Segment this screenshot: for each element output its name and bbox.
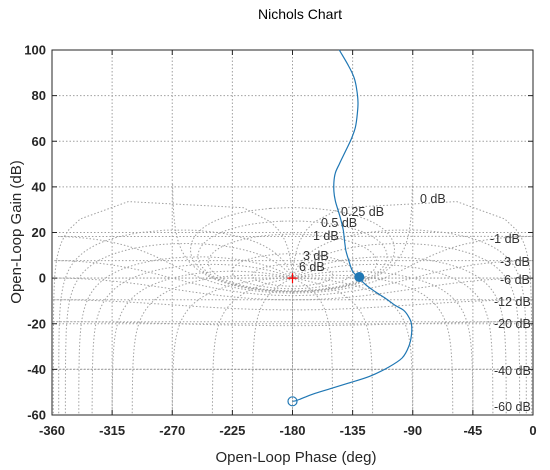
- axes: [51, 49, 534, 416]
- y-tick-label: 0: [39, 271, 46, 286]
- grid-magnitude-label: -1 dB: [490, 232, 520, 246]
- x-tick-label: -90: [403, 423, 422, 438]
- x-tick-label: -360: [39, 423, 65, 438]
- x-tick-label: 0: [529, 423, 536, 438]
- grid-curve-magnitude: [52, 299, 533, 311]
- grid-magnitude-label: -60 dB: [494, 400, 531, 414]
- grid-magnitude-label: 1 dB: [313, 229, 339, 243]
- grid-curve-phase: [292, 270, 474, 415]
- grid-curve-phase: [111, 270, 293, 415]
- y-tick-label: 100: [24, 43, 46, 58]
- y-tick-label: 80: [32, 88, 46, 103]
- x-tick-label: -180: [279, 423, 305, 438]
- y-tick-label: -40: [27, 362, 46, 377]
- critical-point-marker: [287, 273, 298, 284]
- grid-curve-phase: [292, 263, 494, 415]
- y-tick-label: 20: [32, 225, 46, 240]
- grid-magnitude-label: -40 dB: [494, 364, 531, 378]
- grid-curve-phase: [78, 256, 293, 415]
- tick-labels: -360 -315 -270 -225 -180 -135 -90 -45 0 -60 -40 -20…: [24, 43, 536, 439]
- y-tick-label: 40: [32, 179, 46, 194]
- grid-labels: 0 dB 0.25 dB0.5 dB1 dB 3 dB6 dB -1 dB -3 dB -…: [299, 192, 531, 414]
- grid-magnitude-label: -3 dB: [500, 255, 530, 269]
- series-line: [292, 49, 413, 402]
- grid-magnitude-label: 0.25 dB: [341, 205, 384, 219]
- grid-curve-phase: [252, 277, 293, 415]
- grid-curve-phase: [292, 277, 374, 415]
- markers: [287, 271, 365, 407]
- grid-magnitude-label: 0.5 dB: [321, 216, 357, 230]
- series-layer: [292, 49, 413, 402]
- y-tick-label: -20: [27, 316, 46, 331]
- grid-curve-phase: [211, 277, 293, 415]
- x-tick-label: -315: [99, 423, 125, 438]
- grid-curve-phase: [292, 277, 333, 415]
- x-axis-label: Open-Loop Phase (deg): [216, 449, 377, 466]
- grid-curve-phase: [292, 229, 527, 415]
- grid-magnitude-label: -6 dB: [500, 273, 530, 287]
- y-axis-label: Open-Loop Gain (dB): [8, 160, 25, 303]
- y-tick-label: 60: [32, 134, 46, 149]
- x-tick-label: -135: [340, 423, 366, 438]
- filled-circle-marker: [354, 271, 365, 282]
- grid-magnitude-label: 3 dB: [303, 249, 329, 263]
- grid-magnitude-label: -20 dB: [494, 317, 531, 331]
- grid-curve-phase: [91, 263, 293, 415]
- open-circle-marker: [287, 396, 298, 407]
- grid-curve-magnitude: [172, 184, 413, 293]
- nichols-grid: [52, 50, 533, 415]
- grid-magnitude-label: 0 dB: [420, 192, 446, 206]
- grid-magnitude-label: -12 dB: [494, 295, 531, 309]
- y-tick-label: -60: [27, 408, 46, 423]
- grid-curve-magnitude: [53, 277, 533, 301]
- grid-magnitude-label: 6 dB: [299, 260, 325, 274]
- x-tick-label: -225: [219, 423, 245, 438]
- x-tick-label: -45: [463, 423, 482, 438]
- x-tick-label: -270: [159, 423, 185, 438]
- grid-curve-phase: [292, 256, 507, 415]
- chart-title: Nichols Chart: [258, 6, 342, 22]
- grid-curve-phase: [58, 229, 293, 415]
- grid-curve-magnitude: [58, 235, 533, 294]
